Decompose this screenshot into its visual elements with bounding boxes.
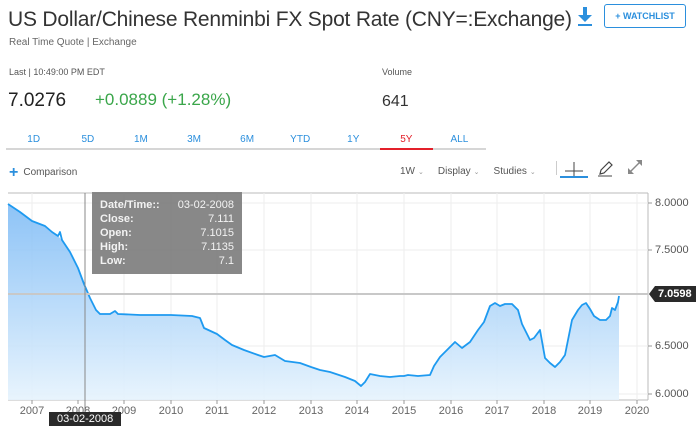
tab-all[interactable]: ALL — [450, 134, 469, 145]
tooltip-open-label: Open: — [100, 227, 132, 239]
last-price: 7.0276 — [8, 90, 67, 111]
x-axis-label: 2018 — [531, 405, 557, 417]
tooltip-low-value: 7.1 — [218, 255, 234, 267]
tab-5d[interactable]: 5D — [81, 134, 95, 145]
y-axis-label: 7.5000 — [655, 244, 689, 256]
tab-3m[interactable]: 3M — [187, 134, 201, 145]
volume-label: Volume — [382, 67, 413, 77]
x-axis-label: 2016 — [438, 405, 464, 417]
tab-6m[interactable]: 6M — [240, 134, 255, 145]
comparison-label: Comparison — [23, 167, 78, 178]
x-axis-label: 2012 — [251, 405, 277, 417]
add-to-watchlist-button[interactable]: + WATCHLIST — [604, 4, 686, 28]
tooltip-date-label: Date/Time:: — [100, 199, 160, 211]
tab-5y[interactable]: 5Y — [379, 128, 433, 150]
tooltip-low-label: Low: — [100, 255, 126, 267]
download-icon — [578, 7, 592, 26]
x-axis-label: 2015 — [391, 405, 417, 417]
crosshair-icon — [565, 162, 583, 176]
tab-ytd[interactable]: YTD — [290, 134, 311, 145]
comparison-button[interactable]: + Comparison — [9, 163, 78, 181]
chart-toolbar: 1W ⌄ Display ⌄ Studies ⌄ — [400, 166, 550, 177]
x-axis-label: 2013 — [298, 405, 324, 417]
x-axis-label: 2007 — [19, 405, 45, 417]
current-price-flag: 7.0598 — [649, 286, 696, 302]
x-axis-label: 2020 — [624, 405, 650, 417]
y-axis-label: 6.5000 — [655, 340, 689, 352]
x-axis-label: 2019 — [577, 405, 603, 417]
page-subtitle: Real Time Quote | Exchange — [9, 37, 137, 48]
tab-1m[interactable]: 1M — [133, 134, 148, 145]
draw-button[interactable] — [596, 160, 614, 178]
tooltip-close-label: Close: — [100, 213, 134, 225]
tooltip-close-value: 7.111 — [208, 213, 234, 225]
expand-icon — [628, 160, 642, 174]
chart-canvas — [7, 192, 652, 412]
crosshair-button[interactable] — [560, 160, 588, 178]
y-axis-label: 6.0000 — [655, 388, 689, 400]
pencil-icon — [598, 161, 613, 177]
toolbar-divider — [556, 161, 557, 175]
data-tooltip: Date/Time:: 03-02-2008 Close: 7.111 Open: 7… — [92, 192, 242, 274]
volume-value: 641 — [382, 93, 409, 110]
download-button[interactable] — [576, 6, 594, 28]
y-axis-label: 8.0000 — [655, 197, 689, 209]
interval-label: 1W — [400, 166, 415, 177]
tab-1d[interactable]: 1D — [27, 134, 41, 145]
interval-dropdown[interactable]: 1W ⌄ — [400, 166, 424, 177]
plus-icon: + — [9, 163, 19, 181]
tooltip-date-value: 03-02-2008 — [177, 199, 234, 211]
tooltip-high-label: High: — [100, 241, 129, 253]
chevron-down-icon: ⌄ — [473, 168, 480, 176]
price-chart[interactable] — [0, 188, 700, 431]
display-label: Display — [437, 166, 471, 177]
tooltip-open-value: 7.1015 — [200, 227, 234, 239]
tab-1y[interactable]: 1Y — [347, 134, 360, 145]
crosshair-date-flag: 03-02-2008 — [49, 412, 122, 426]
x-axis-label: 2011 — [205, 405, 229, 417]
studies-dropdown[interactable]: Studies ⌄ — [494, 166, 536, 177]
fullscreen-button[interactable] — [626, 158, 644, 176]
last-quote-time: Last | 10:49:00 PM EDT — [9, 67, 105, 77]
x-axis-label: 2017 — [484, 405, 510, 417]
tooltip-high-value: 7.1135 — [201, 241, 234, 253]
display-dropdown[interactable]: Display ⌄ — [438, 166, 480, 177]
x-axis-label: 2010 — [158, 405, 184, 417]
price-change: +0.0889 (+1.28%) — [95, 90, 232, 109]
studies-label: Studies — [493, 166, 527, 177]
range-tabs: 1D 5D 1M 3M 6M YTD 1Y 5Y ALL — [6, 128, 486, 150]
page-title: US Dollar/Chinese Renminbi FX Spot Rate … — [8, 8, 572, 31]
x-axis-label: 2014 — [344, 405, 370, 417]
chevron-down-icon: ⌄ — [418, 168, 424, 176]
chevron-down-icon: ⌄ — [529, 168, 536, 176]
